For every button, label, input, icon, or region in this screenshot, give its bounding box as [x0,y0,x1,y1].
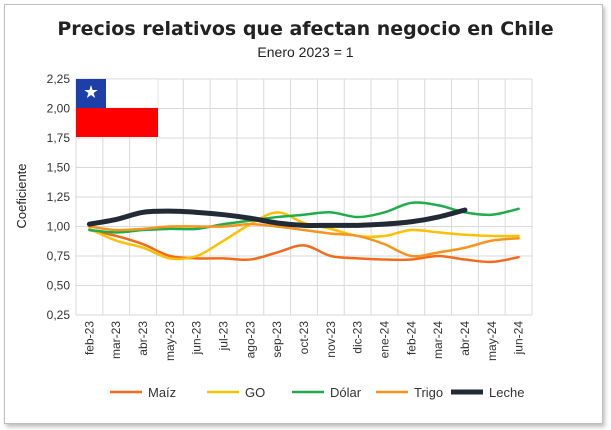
y-tick-label: 0,25 [47,308,71,322]
series-line-trigo [88,222,520,258]
y-axis-label: Coeficiente [14,163,29,228]
series-line-dolar [88,201,520,234]
chile-flag-icon [75,78,159,137]
x-tick-label: abr-23 [136,321,150,356]
legend-label: Maíz [148,385,176,400]
x-tick-label: feb-23 [82,321,96,355]
x-tick-label: mar-23 [109,321,123,359]
series-line-maiz [88,228,520,264]
x-tick-label: ene-24 [377,321,391,359]
y-tick-label: 0,75 [47,249,71,263]
y-tick-label: 1,50 [47,161,71,175]
x-tick-label: may-24 [485,321,499,361]
x-tick-labels: feb-23 mar-23 abr-23 may-23 jun-23 jul-23 ago-… [82,321,525,361]
x-tick-label: jun-23 [190,321,204,356]
legend: Maíz GO Dólar Trigo Leche [110,385,524,400]
y-tick-labels: 0,25 0,50 0,75 1,00 1,25 1,50 1,75 2,00 2,25 [47,72,71,322]
x-tick-label: feb-24 [404,321,418,355]
x-tick-label: mar-24 [431,321,445,359]
x-tick-label: dic-23 [351,321,365,354]
x-tick-label: ago-23 [243,321,257,359]
x-tick-label: jun-24 [512,321,526,356]
x-tick-label: abr-24 [458,321,472,356]
legend-label: Leche [489,385,524,400]
series-lines [86,201,520,264]
y-tick-label: 1,75 [47,131,71,145]
legend-label: GO [245,385,265,400]
y-tick-label: 1,25 [47,190,71,204]
x-tick-label: jul-23 [217,321,231,352]
x-tick-label: oct-23 [297,321,311,355]
x-tick-label: sep-23 [270,321,284,358]
legend-label: Trigo [414,385,443,400]
x-tick-label: may-23 [163,321,177,361]
y-tick-label: 2,25 [47,72,71,86]
series-line-leche [86,207,468,228]
x-tick-label: nov-23 [324,321,338,358]
y-tick-label: 2,00 [47,102,71,116]
y-tick-label: 0,50 [47,279,71,293]
chart-title: Precios relativos que afectan negocio en… [57,18,554,40]
y-tick-label: 1,00 [47,220,71,234]
series-line-go [88,211,520,261]
chart-subtitle: Enero 2023 = 1 [257,44,354,60]
legend-label: Dólar [330,385,362,400]
